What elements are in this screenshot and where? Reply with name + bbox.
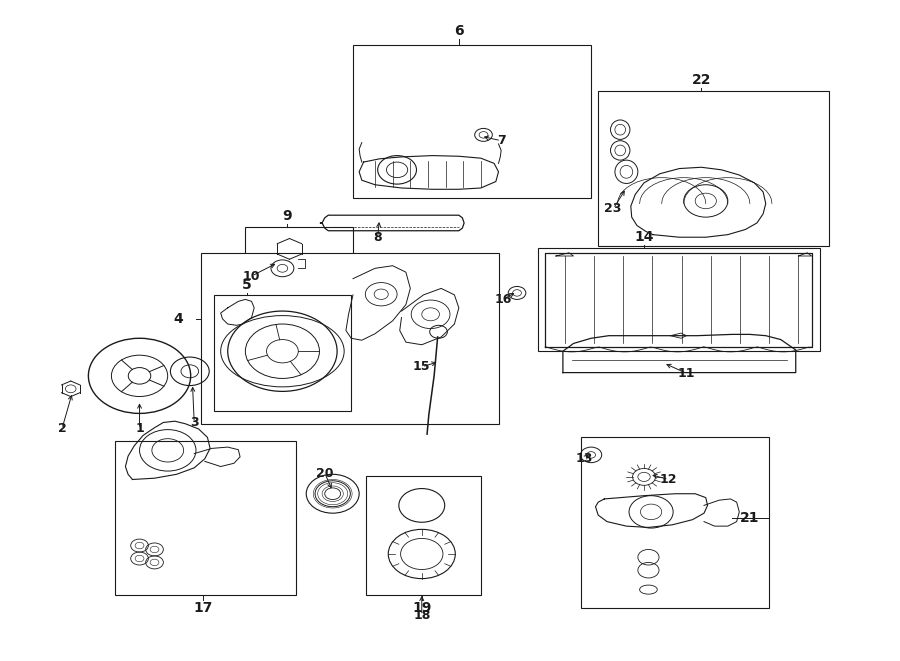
Text: 12: 12 [660,473,678,486]
Text: 9: 9 [282,209,292,223]
Text: 18: 18 [413,609,430,622]
Text: 21: 21 [740,512,760,525]
Bar [115,441,295,595]
Text: 6: 6 [454,24,464,38]
Text: 5: 5 [242,278,252,292]
Bar [366,476,481,595]
Text: 19: 19 [412,601,431,615]
Text: 20: 20 [316,467,334,479]
Text: 23: 23 [605,202,622,215]
Text: 13: 13 [575,452,593,465]
Bar [598,91,829,247]
Bar [213,295,351,411]
Text: 7: 7 [497,134,506,147]
Text: 17: 17 [194,601,212,615]
Bar [538,248,821,351]
Text: 4: 4 [174,312,184,326]
Bar [246,227,353,285]
Text: 1: 1 [135,422,144,436]
Bar [353,46,591,198]
Text: 14: 14 [634,230,653,244]
Text: 15: 15 [413,360,430,373]
Text: 16: 16 [494,293,511,306]
Text: 8: 8 [374,231,382,244]
Text: 2: 2 [58,422,67,436]
Text: 11: 11 [678,367,695,380]
Text: 10: 10 [243,270,260,283]
Bar [580,438,770,607]
Bar [202,253,499,424]
Text: 3: 3 [190,416,199,429]
Text: 22: 22 [691,73,711,87]
